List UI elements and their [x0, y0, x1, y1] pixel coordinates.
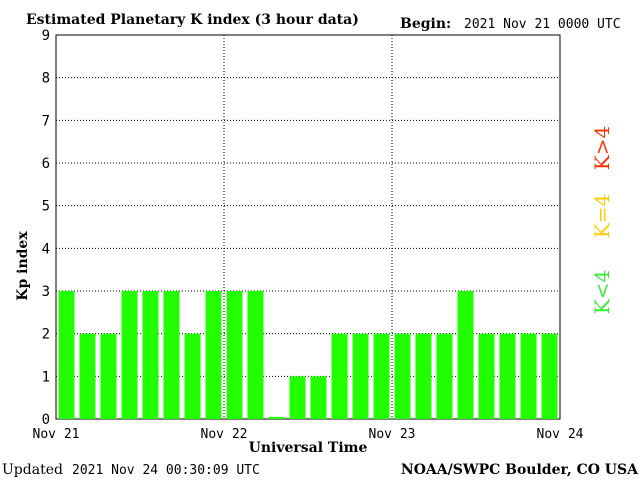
plot-frame: [55, 34, 561, 420]
kp-bar: [247, 291, 264, 419]
kp-bar: [394, 333, 411, 419]
kp-bar: [478, 333, 495, 419]
x-tick-label: Nov 21: [33, 427, 80, 442]
legend-entry: K<4: [590, 270, 614, 314]
y-tick-label: 3: [42, 284, 50, 300]
credit-text: NOAA/SWPC Boulder, CO USA: [401, 462, 639, 478]
kp-bar: [310, 376, 327, 419]
y-tick-label: 0: [42, 412, 50, 428]
y-axis-label: Kp index: [15, 231, 31, 301]
y-tick-label: 5: [42, 199, 50, 215]
updated-label: Updated: [2, 462, 63, 478]
kp-bar: [79, 333, 96, 419]
y-tick-label: 7: [42, 113, 50, 129]
x-tick-label: Nov 24: [537, 427, 584, 442]
kp-bar: [268, 416, 285, 419]
kp-bar: [121, 291, 138, 419]
x-tick-label: Nov 23: [369, 427, 416, 442]
bars: [58, 291, 558, 419]
y-tick-label: 4: [42, 241, 50, 257]
x-axis-label: Universal Time: [249, 440, 368, 456]
kp-bar: [163, 291, 180, 419]
kp-bar: [331, 333, 348, 419]
kp-bar: [499, 333, 516, 419]
x-tick-label: Nov 22: [201, 427, 248, 442]
legend: K>4 K=4 K<4: [590, 126, 614, 314]
y-tick-label: 6: [42, 156, 50, 172]
updated-value: 2021 Nov 24 00:30:09 UTC: [72, 463, 260, 478]
kp-bar: [184, 333, 201, 419]
y-tick-label: 8: [42, 71, 50, 87]
kp-bar: [457, 291, 474, 419]
kp-bar: [520, 333, 537, 419]
y-tick-label: 2: [42, 327, 50, 343]
kp-bar: [142, 291, 159, 419]
legend-entry: K>4: [590, 126, 614, 170]
chart-title: Estimated Planetary K index (3 hour data…: [26, 12, 359, 28]
kp-bar: [205, 291, 222, 419]
kp-bar: [352, 333, 369, 419]
kp-bar: [58, 291, 75, 419]
kp-bar: [226, 291, 243, 419]
gridlines: [56, 35, 560, 419]
kp-bar: [100, 333, 117, 419]
y-tick-label: 9: [42, 28, 50, 44]
begin-label: Begin:: [400, 16, 451, 32]
legend-entry: K=4: [590, 194, 614, 238]
kp-bar: [373, 333, 390, 419]
x-tick-labels: Nov 21 Nov 22 Nov 23 Nov 24: [33, 427, 584, 442]
kp-bar: [289, 376, 306, 419]
kp-bar: [415, 333, 432, 419]
begin-value: 2021 Nov 21 0000 UTC: [464, 17, 621, 32]
y-tick-label: 1: [42, 369, 50, 385]
plot-area: 0 1 2 3 4 5 6 7 8 9 Nov 21 Nov 22 Nov 23 Nov 24: [33, 28, 584, 442]
kp-bar: [541, 333, 558, 419]
kp-bar: [436, 333, 453, 419]
y-tick-labels: 0 1 2 3 4 5 6 7 8 9: [42, 28, 50, 428]
